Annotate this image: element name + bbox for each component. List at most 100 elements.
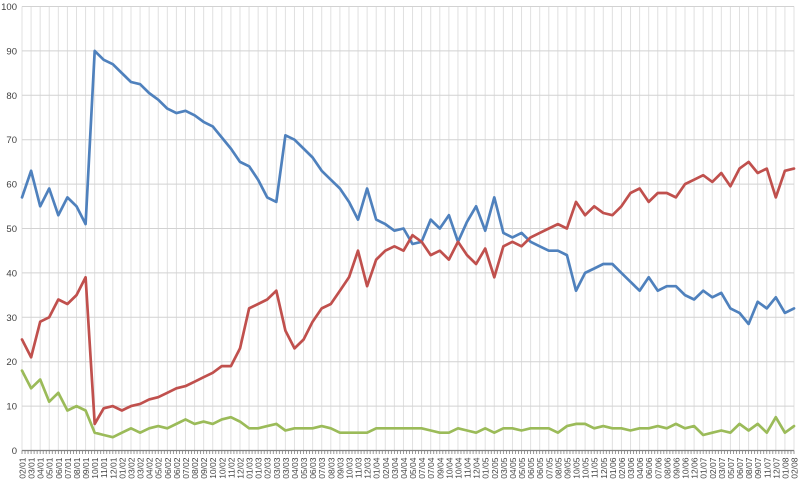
x-axis-label: 05/02 [154,457,164,479]
x-axis-label: 03/02 [126,457,136,479]
x-axis-label: 06/07 [735,457,745,479]
x-axis-label: 04/04 [399,457,409,479]
x-axis-label: 09/04 [435,457,445,479]
x-axis-label: 02/06 [617,457,627,479]
x-axis-label: 07/01 [63,457,73,479]
x-axis-label: 10/04 [444,457,454,479]
x-axis-label: 07/04 [417,457,427,479]
x-axis-label: 10/05 [581,457,591,479]
series-green-line [20,369,796,439]
x-axis-label: 01/03 [245,457,255,479]
x-axis-label: 10/02 [208,457,218,479]
x-axis-label: 12/03 [363,457,373,479]
x-axis-label: 08/07 [744,457,754,479]
y-axis-label: 40 [6,268,17,279]
x-axis-label: 10/03 [344,457,354,479]
x-axis-label: 06/06 [644,457,654,479]
x-axis-label: 04/05 [508,457,518,479]
x-axis-label: 06/02 [163,457,173,479]
x-axis-label: 10/05 [572,457,582,479]
x-axis-label: 11/03 [354,457,364,478]
x-axis-label: 01/05 [481,457,491,479]
x-axis-label: 10/01 [90,457,100,479]
x-axis-label: 05/01 [45,457,55,479]
x-axis-label: 03/02 [136,457,146,479]
y-axis-label: 50 [6,224,17,235]
series-red-line [20,160,796,426]
x-axis-label: 07/05 [544,457,554,479]
x-axis-label: 02/04 [381,457,391,479]
x-axis-label: 05/05 [517,457,527,479]
x-axis-label: 08/02 [190,457,200,479]
x-axis-label: 03/03 [281,457,291,479]
series-blue-line [20,49,796,326]
x-axis-label: 09/07 [753,457,763,479]
x-axis-label: 07/04 [426,457,436,479]
x-axis-label: 03/04 [390,457,400,479]
y-axis-label: 80 [6,91,17,102]
x-axis-label: 07/02 [181,457,191,479]
x-axis-label: 09/01 [81,457,91,479]
x-axis-label: 03/07 [717,457,727,479]
x-axis-label: 08/06 [662,457,672,479]
y-axis-label: 70 [6,135,17,146]
x-axis-label: 12/07 [771,457,781,479]
x-axis-label: 04/01 [36,457,46,479]
x-axis-label: 05/03 [299,457,309,479]
x-axis-label: 04/02 [145,457,155,479]
x-axis-label: 03/06 [626,457,636,479]
x-axis-label: 06/01 [54,457,64,479]
x-axis-label: 11/04 [463,457,473,478]
x-axis-label: 03/05 [499,457,509,479]
x-axis-label: 10/02 [217,457,227,479]
x-axis-label: 09/03 [335,457,345,479]
y-axis-label: 0 [12,446,17,457]
x-axis-label: 04/06 [635,457,645,479]
x-axis-label: 12/01 [108,457,118,479]
x-axis-label: 02/01 [18,457,28,479]
x-axis-label: 12/06 [690,457,700,479]
x-axis-label: 11/02 [226,457,236,478]
x-axis-label: 06/05 [526,457,536,479]
x-axis-label: 01/06 [608,457,618,479]
x-axis-label: 01/07 [699,457,709,479]
x-axis-label: 06/03 [308,457,318,479]
y-axis-label: 90 [6,46,17,57]
x-axis-label: 08/05 [553,457,563,479]
x-axis-label: 03/03 [272,457,282,479]
x-axis-label: 01/02 [117,457,127,479]
x-axis-label: 12/05 [599,457,609,479]
x-axis-label: 02/05 [490,457,500,479]
x-axis-label: 06/05 [535,457,545,479]
x-axis-label: 12/02 [235,457,245,479]
x-axis-label: 01/08 [780,457,790,479]
x-axis-label: 08/03 [326,457,336,479]
x-axis-label: 09/02 [199,457,209,479]
x-axis-label: 07/03 [317,457,327,479]
x-axis-label: 03/01 [27,457,37,479]
y-axis-label: 60 [6,180,17,191]
x-axis-label: 02/07 [708,457,718,479]
y-axis-label: 30 [6,313,17,324]
x-axis-label: 01/04 [372,457,382,479]
y-axis-label: 100 [1,2,17,13]
x-axis-label: 12/04 [472,457,482,479]
x-axis-label: 10/06 [681,457,691,479]
x-axis-label: 07/06 [653,457,663,479]
x-axis-label: 04/03 [290,457,300,479]
x-axis-label: 02/03 [263,457,273,479]
x-axis-label: 11/05 [590,457,600,478]
x-axis-label: 09/06 [671,457,681,479]
x-axis-label: 01/03 [254,457,264,479]
x-axis-label: 10/04 [453,457,463,479]
x-axis-label: 11/07 [762,457,772,478]
x-axis-label: 05/07 [726,457,736,479]
x-axis-label: 05/04 [408,457,418,479]
x-axis-label: 09/05 [562,457,572,479]
y-axis-label: 10 [6,402,17,413]
x-axis-label: 08/01 [72,457,82,479]
x-axis-label: 02/08 [790,457,800,479]
y-axis-label: 20 [6,357,17,368]
